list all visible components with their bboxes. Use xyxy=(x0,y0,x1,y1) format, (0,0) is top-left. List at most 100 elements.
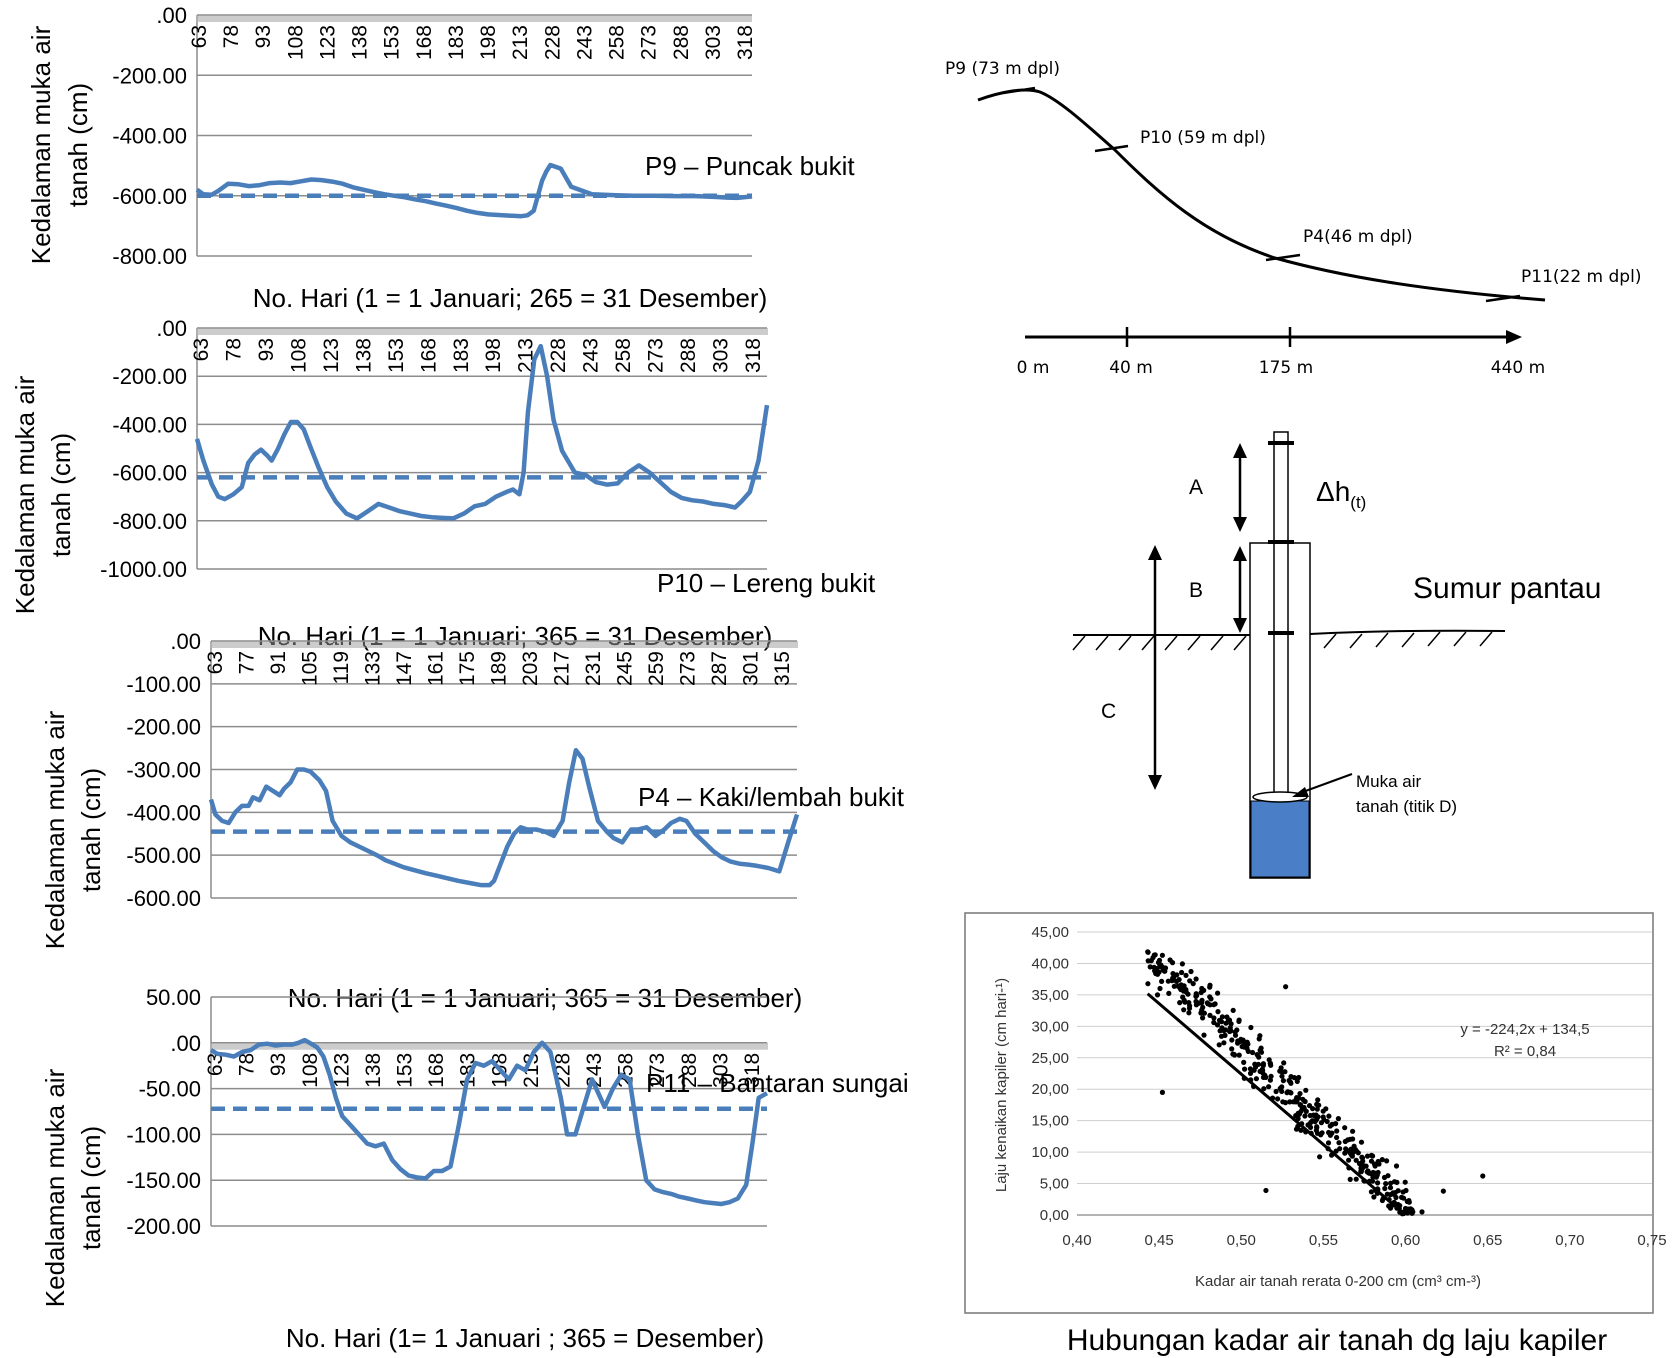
scatter-point xyxy=(1480,1173,1486,1179)
x-tick-label: 123 xyxy=(320,338,343,373)
scatter-point xyxy=(1329,1130,1335,1136)
scatter-point xyxy=(1296,1074,1302,1081)
x-tick-label: 198 xyxy=(482,338,505,373)
chart-p4: .00 -100.00 -200.00 -300.00 -400.00 -500.00 -6… xyxy=(40,629,905,1013)
x-tick-label: 318 xyxy=(734,25,757,60)
x-tick-label: 78 xyxy=(236,1053,259,1076)
scatter-point xyxy=(1181,1007,1187,1013)
x-tick-label: 243 xyxy=(573,25,596,60)
x-tick-label: 301 xyxy=(740,651,763,686)
scatter-x-tick-label: 0,75 xyxy=(1637,1232,1666,1249)
scatter-point xyxy=(1157,985,1163,992)
distance-label-0: 0 m xyxy=(1017,358,1050,378)
scatter-point xyxy=(1375,1180,1381,1186)
scatter-point xyxy=(1198,989,1204,996)
scatter-point xyxy=(1376,1161,1382,1167)
scatter-point xyxy=(1245,1048,1251,1054)
scatter-point xyxy=(1200,1004,1206,1011)
scatter-point xyxy=(1159,1089,1166,1095)
xlabel-p11: No. Hari (1= 1 Januari ; 365 = Desember) xyxy=(286,1323,764,1353)
x-tick-label: 153 xyxy=(381,25,404,60)
scatter-x-tick-label: 0,50 xyxy=(1227,1232,1256,1249)
scatter-point xyxy=(1155,971,1161,977)
scatter-point xyxy=(1402,1179,1408,1185)
scatter-point xyxy=(1145,949,1151,955)
scatter-title: Hubungan kadar air tanah dg laju kapiler xyxy=(1067,1324,1607,1357)
x-tick-label: 78 xyxy=(220,25,243,48)
tick-p9 xyxy=(1002,86,1036,95)
tick-p10 xyxy=(1094,144,1129,153)
panel-label-p10: P10 – Lereng bukit xyxy=(657,568,876,598)
scatter-point xyxy=(1236,1017,1242,1023)
y-tick-label: 50.00 xyxy=(146,985,201,1010)
x-tick-label: 153 xyxy=(385,338,408,373)
x-tick-label: 133 xyxy=(362,651,385,686)
x-tick-label: 108 xyxy=(284,25,307,60)
scatter-point xyxy=(1214,1022,1221,1028)
x-tick-label: 93 xyxy=(252,25,275,48)
scatter-point xyxy=(1159,952,1165,958)
ylabel-p11-line2: tanah (cm) xyxy=(76,1126,106,1250)
scatter-point xyxy=(1235,1038,1241,1044)
arrow-a xyxy=(1233,443,1247,532)
scatter-point xyxy=(1232,1029,1238,1035)
y-tick-label: -200.00 xyxy=(112,63,187,88)
scatter-point xyxy=(1186,1010,1192,1016)
ylabel-p4-line2: tanah (cm) xyxy=(76,768,106,892)
scatter-point xyxy=(1335,1116,1341,1122)
scatter-point xyxy=(1251,1067,1257,1073)
scatter-point xyxy=(1260,1061,1266,1067)
well-pipe xyxy=(1273,431,1289,801)
x-tick-label: 258 xyxy=(612,338,635,373)
label-a: A xyxy=(1189,476,1203,499)
series-line-p11 xyxy=(209,1037,769,1207)
panel-label-p9: P9 – Puncak bukit xyxy=(645,151,855,181)
scatter-point xyxy=(1199,1000,1205,1006)
water-label-line2: tanah (titik D) xyxy=(1356,797,1457,816)
x-tick-label: 91 xyxy=(267,651,290,674)
y-tick-label: .00 xyxy=(156,316,187,341)
scatter-equation: y = -224,2x + 134,5 xyxy=(1460,1021,1589,1038)
scatter-point xyxy=(1346,1157,1352,1163)
scatter-point xyxy=(1283,984,1289,990)
scatter-point xyxy=(1218,1019,1225,1025)
x-tick-label: 288 xyxy=(678,1053,701,1088)
scatter-point xyxy=(1268,1073,1274,1079)
ground-surface xyxy=(1073,629,1506,636)
scatter-point xyxy=(1179,961,1185,967)
scatter-point xyxy=(1229,1046,1235,1052)
scatter-point xyxy=(1236,1052,1242,1058)
scatter-y-tick-label: 20,00 xyxy=(1031,1081,1069,1098)
scatter-point xyxy=(1179,969,1185,976)
x-tick-label: 303 xyxy=(709,1053,732,1088)
x-tick-label: 63 xyxy=(204,1053,227,1076)
scatter-point xyxy=(1298,1127,1304,1133)
x-tick-label: 147 xyxy=(393,651,416,686)
scatter-point xyxy=(1310,1106,1316,1112)
scatter-point xyxy=(1359,1166,1365,1172)
scatter-point xyxy=(1166,990,1172,997)
scatter-point xyxy=(1181,997,1187,1003)
scatter-point xyxy=(1207,1012,1213,1019)
scatter-point xyxy=(1173,978,1180,985)
scatter-point xyxy=(1314,1125,1320,1131)
scatter-point xyxy=(1314,1115,1320,1121)
x-tick-label: 175 xyxy=(456,651,479,686)
well-title: Sumur pantau xyxy=(1413,572,1601,605)
trendline xyxy=(1146,992,1407,1217)
scatter-point xyxy=(1318,1120,1324,1126)
scatter-point xyxy=(1174,972,1180,978)
scatter-point xyxy=(1324,1118,1330,1125)
scatter-point xyxy=(1275,1096,1281,1102)
x-tick-label: 63 xyxy=(188,25,211,48)
xlabel-p4: No. Hari (1 = 1 Januari; 365 = 31 Desemb… xyxy=(288,983,802,1013)
scatter-point xyxy=(1379,1197,1385,1204)
profile-label-p10: P10 (59 m dpl) xyxy=(1140,128,1266,148)
x-tick-label: 243 xyxy=(580,338,603,373)
x-tick-label: 303 xyxy=(702,25,725,60)
scatter-point xyxy=(1151,964,1157,970)
scatter-point xyxy=(1393,1163,1400,1169)
scatter-point xyxy=(1190,981,1196,987)
scatter-x-tick-label: 0,45 xyxy=(1145,1232,1174,1249)
scatter-y-tick-label: 35,00 xyxy=(1031,987,1069,1004)
